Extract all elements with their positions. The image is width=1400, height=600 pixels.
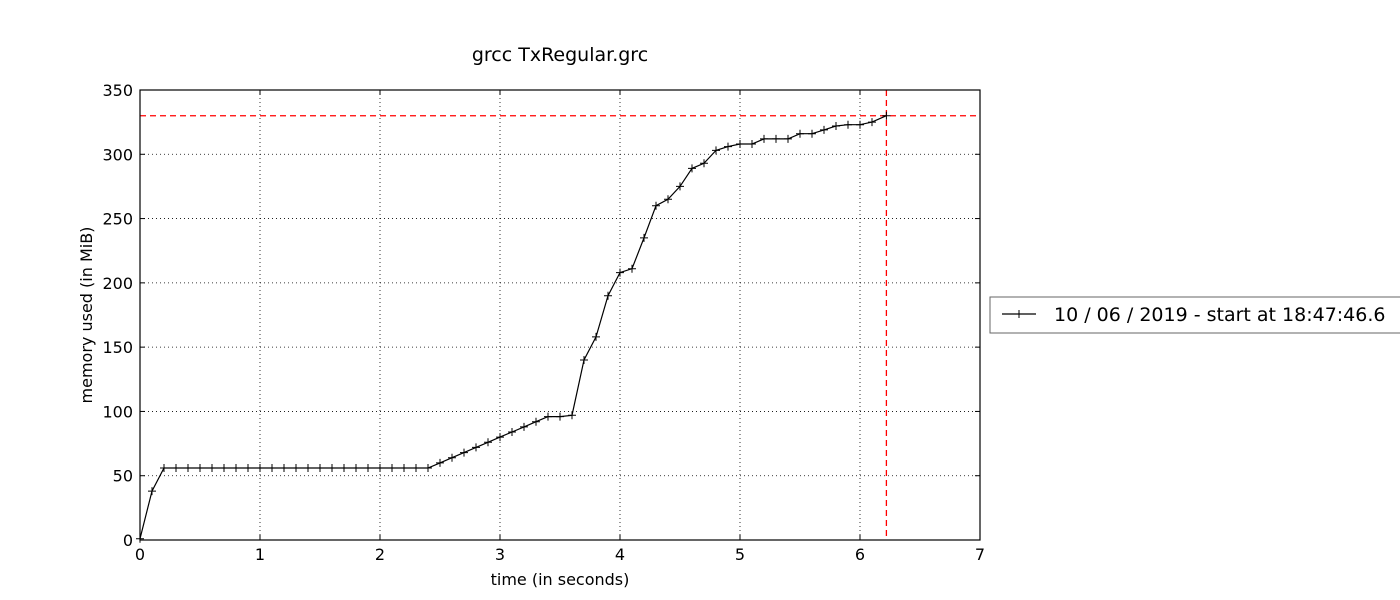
x-tick-labels: 0 1 2 3 4 5 6 7 — [135, 545, 985, 564]
data-point-marker — [304, 464, 312, 472]
data-point-marker — [748, 140, 756, 148]
data-point-marker — [184, 464, 192, 472]
x-axis-label: time (in seconds) — [491, 570, 630, 589]
legend: 10 / 06 / 2019 - start at 18:47:46.6 — [989, 296, 1400, 334]
grid-lines — [140, 90, 980, 540]
data-point-marker — [520, 422, 528, 431]
y-axis-label: memory used (in MiB) — [77, 227, 96, 404]
data-point-marker — [808, 129, 816, 138]
y-tick-label: 0 — [123, 531, 133, 550]
data-point-marker — [882, 111, 891, 120]
plot-area-frame — [139, 89, 981, 541]
data-point-marker — [280, 464, 288, 472]
data-point-marker — [172, 464, 180, 472]
data-point-marker — [316, 464, 324, 472]
data-point-marker — [268, 464, 276, 472]
data-point-marker — [556, 412, 564, 421]
legend-box — [989, 296, 1400, 334]
y-tick-label: 250 — [102, 210, 133, 229]
data-point-marker — [244, 464, 252, 472]
reference-lines — [140, 90, 980, 540]
data-point-marker — [628, 264, 636, 273]
data-point-marker — [676, 182, 684, 191]
x-tick-label: 7 — [975, 545, 985, 564]
data-point-marker — [388, 464, 396, 472]
x-tick-label: 5 — [735, 545, 745, 564]
y-tick-labels: 0 50 100 150 200 250 300 350 — [102, 81, 133, 550]
data-point-marker — [352, 464, 360, 472]
data-point-marker — [604, 291, 612, 300]
data-point-marker — [292, 464, 300, 472]
data-point-marker — [508, 428, 516, 436]
x-tick-label: 1 — [255, 545, 265, 564]
y-tick-label: 50 — [113, 467, 133, 486]
data-point-marker — [532, 417, 540, 426]
data-point-marker — [364, 464, 372, 472]
data-point-marker — [772, 134, 780, 143]
data-point-marker — [148, 487, 156, 496]
data-point-marker — [208, 464, 216, 472]
x-tick-label: 4 — [615, 545, 625, 564]
data-point-marker — [196, 464, 204, 472]
series-layer — [136, 111, 891, 543]
data-point-marker — [328, 464, 336, 472]
data-point-marker — [544, 412, 552, 421]
y-tick-label: 200 — [102, 274, 133, 293]
data-point-marker — [712, 146, 720, 155]
data-point-marker — [820, 125, 828, 134]
data-point-marker — [400, 464, 408, 472]
legend-marker-sample — [1015, 310, 1023, 318]
data-point-marker — [376, 464, 384, 472]
y-tick-label: 150 — [102, 338, 133, 357]
data-point-marker — [856, 120, 864, 129]
data-point-marker — [220, 464, 228, 472]
x-tick-label: 0 — [135, 545, 145, 564]
data-point-marker — [448, 453, 456, 462]
y-tick-label: 300 — [102, 145, 133, 164]
data-point-marker — [724, 142, 732, 151]
data-point-marker — [160, 464, 168, 472]
data-point-marker — [580, 356, 588, 364]
legend-entry-label: 10 / 06 / 2019 - start at 18:47:46.6 — [1054, 304, 1386, 326]
data-point-marker — [652, 201, 660, 210]
data-point-marker — [844, 120, 852, 129]
data-point-marker — [340, 464, 348, 472]
x-tick-label: 3 — [495, 545, 505, 564]
data-point-marker — [460, 448, 468, 457]
data-point-marker — [472, 443, 480, 452]
data-point-marker — [256, 464, 264, 472]
series-line — [139, 115, 887, 539]
data-point-marker — [796, 129, 804, 138]
data-point-marker — [424, 464, 432, 472]
data-point-marker — [568, 411, 576, 420]
data-point-marker — [640, 233, 648, 242]
data-point-marker — [784, 134, 792, 143]
axis-ticks — [139, 89, 981, 541]
y-tick-label: 350 — [102, 81, 133, 100]
chart-title: grcc TxRegular.grc — [472, 44, 648, 66]
data-point-marker — [700, 159, 708, 168]
data-point-marker — [592, 332, 600, 341]
data-point-marker — [760, 134, 768, 143]
data-point-marker — [436, 458, 444, 467]
data-point-marker — [736, 140, 744, 148]
data-point-marker — [412, 464, 420, 472]
data-point-marker — [232, 464, 240, 472]
data-point-marker — [496, 433, 504, 442]
x-tick-label: 2 — [375, 545, 385, 564]
data-point-marker — [616, 268, 624, 277]
data-point-marker — [484, 438, 492, 447]
data-point-marker — [688, 164, 696, 173]
data-point-marker — [868, 118, 876, 127]
x-tick-label: 6 — [855, 545, 865, 564]
data-point-marker — [832, 122, 840, 130]
data-point-marker — [664, 195, 672, 204]
y-tick-label: 100 — [102, 402, 133, 421]
